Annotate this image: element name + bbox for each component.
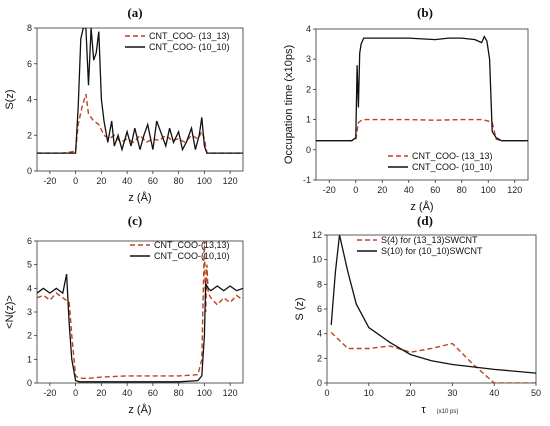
y-tick-label: 4 bbox=[27, 283, 32, 293]
y-tick-label: -1 bbox=[303, 175, 311, 185]
plot-frame-b bbox=[315, 28, 529, 181]
x-tick-label: 60 bbox=[148, 176, 158, 186]
legend-entry-d-1: S(10) for (10_10)SWCNT bbox=[381, 246, 483, 256]
x-tick-label: 30 bbox=[447, 388, 457, 398]
x-tick-label: 40 bbox=[404, 185, 414, 195]
x-axis-label: z (Å) bbox=[410, 200, 433, 213]
x-tick-label: 40 bbox=[489, 388, 499, 398]
panel-label-c: (c) bbox=[128, 213, 142, 228]
x-tick-label: 0 bbox=[73, 176, 78, 186]
series-line-a-1 bbox=[37, 28, 243, 154]
y-axis-label: Occupation time (x10ps) bbox=[283, 45, 295, 164]
x-tick-label: 40 bbox=[122, 176, 132, 186]
x-tick-label: 120 bbox=[507, 185, 522, 195]
x-tick-label: 120 bbox=[223, 388, 238, 398]
legend-entry-a-1: CNT_COO- (10_10) bbox=[149, 42, 230, 52]
legend-entry-c-1: CNT_COO-(10,10) bbox=[154, 251, 230, 261]
x-axis-label-sub: (x10 ps) bbox=[437, 409, 459, 415]
x-tick-label: 80 bbox=[174, 176, 184, 186]
legend-entry-b-1: CNT_COO- (10_10) bbox=[412, 162, 493, 172]
x-tick-label: 20 bbox=[96, 388, 106, 398]
x-tick-label: 20 bbox=[377, 185, 387, 195]
y-tick-label: 3 bbox=[306, 54, 311, 64]
x-tick-label: -20 bbox=[43, 388, 56, 398]
x-tick-label: 40 bbox=[122, 388, 132, 398]
x-axis-label: z (Å) bbox=[128, 403, 151, 416]
panel-d: (d) 0 10 20 30 40 50 0 2 4 6 8 10 12 τ (x10 ps) S (z) S(4… bbox=[294, 213, 541, 416]
y-tick-label: 0 bbox=[27, 166, 32, 176]
y-tick-label: 0 bbox=[27, 378, 32, 388]
x-tick-label: 10 bbox=[364, 388, 374, 398]
x-tick-label: 100 bbox=[481, 185, 496, 195]
y-tick-label: 12 bbox=[312, 230, 322, 240]
y-tick-label: 4 bbox=[317, 329, 322, 339]
x-axis-label: τ bbox=[421, 404, 426, 416]
x-tick-label: 0 bbox=[324, 388, 329, 398]
series-line-b-1 bbox=[316, 35, 528, 142]
x-tick-label: 50 bbox=[531, 388, 541, 398]
panel-label-a: (a) bbox=[127, 5, 142, 20]
x-tick-label: 20 bbox=[406, 388, 416, 398]
x-axis-label: z (Å) bbox=[128, 191, 151, 204]
y-tick-label: 1 bbox=[306, 115, 311, 125]
y-tick-label: 0 bbox=[317, 378, 322, 388]
y-tick-label: 8 bbox=[27, 23, 32, 33]
legend-entry-d-0: S(4) for (13_13)SWCNT bbox=[381, 235, 478, 245]
panel-c: (c) -20 0 20 40 60 80 100 120 0 1 2 3 4 5 6 z (Å) <N(z)> C… bbox=[4, 213, 244, 416]
y-tick-label: 3 bbox=[27, 307, 32, 317]
y-axis-label: <N(z)> bbox=[4, 295, 16, 329]
panel-b: (b) -20 0 20 40 60 80 100 120 -1 0 1 2 3 4 z (Å) Occupat… bbox=[283, 5, 529, 213]
x-tick-label: 100 bbox=[197, 176, 212, 186]
y-tick-label: 4 bbox=[27, 95, 32, 105]
x-tick-label: -20 bbox=[323, 185, 336, 195]
plot-frame-c bbox=[36, 240, 244, 384]
y-tick-label: 4 bbox=[306, 24, 311, 34]
legend-entry-c-0: CNT_COO-(13,13) bbox=[154, 240, 230, 250]
y-tick-label: 10 bbox=[312, 255, 322, 265]
y-tick-label: 5 bbox=[27, 260, 32, 270]
x-tick-label: 60 bbox=[148, 388, 158, 398]
series-line-d-1 bbox=[330, 235, 536, 374]
x-tick-label: 120 bbox=[223, 176, 238, 186]
y-tick-label: 2 bbox=[27, 331, 32, 341]
series-line-d-0 bbox=[330, 331, 536, 383]
x-tick-label: 60 bbox=[430, 185, 440, 195]
panel-a: (a) -20 0 20 40 60 80 100 120 0 2 4 6 8 z (Å) S(z) CNT_C… bbox=[4, 5, 244, 204]
x-tick-label: 80 bbox=[457, 185, 467, 195]
y-axis-label: S (z) bbox=[294, 297, 306, 320]
y-axis-label: S(z) bbox=[4, 89, 16, 109]
y-tick-label: 2 bbox=[27, 130, 32, 140]
y-tick-label: 2 bbox=[317, 353, 322, 363]
series-line-c-0 bbox=[37, 241, 243, 379]
panel-label-b: (b) bbox=[417, 5, 433, 20]
x-tick-label: 0 bbox=[353, 185, 358, 195]
y-tick-label: 8 bbox=[317, 279, 322, 289]
y-tick-label: 6 bbox=[27, 236, 32, 246]
series-line-c-1 bbox=[37, 273, 243, 383]
legend-entry-b-0: CNT_COO- (13_13) bbox=[412, 151, 493, 161]
series-line-b-0 bbox=[316, 118, 528, 142]
y-tick-label: 6 bbox=[317, 304, 322, 314]
y-tick-label: 2 bbox=[306, 84, 311, 94]
x-tick-label: 80 bbox=[174, 388, 184, 398]
y-tick-label: 0 bbox=[306, 145, 311, 155]
series-line-a-0 bbox=[37, 93, 243, 154]
x-tick-label: 100 bbox=[197, 388, 212, 398]
x-tick-label: 0 bbox=[73, 388, 78, 398]
y-tick-label: 6 bbox=[27, 59, 32, 69]
panel-label-d: (d) bbox=[417, 213, 433, 228]
legend-entry-a-0: CNT_COO- (13_13) bbox=[149, 31, 230, 41]
y-tick-label: 1 bbox=[27, 354, 32, 364]
x-tick-label: 20 bbox=[96, 176, 106, 186]
x-tick-label: -20 bbox=[43, 176, 56, 186]
